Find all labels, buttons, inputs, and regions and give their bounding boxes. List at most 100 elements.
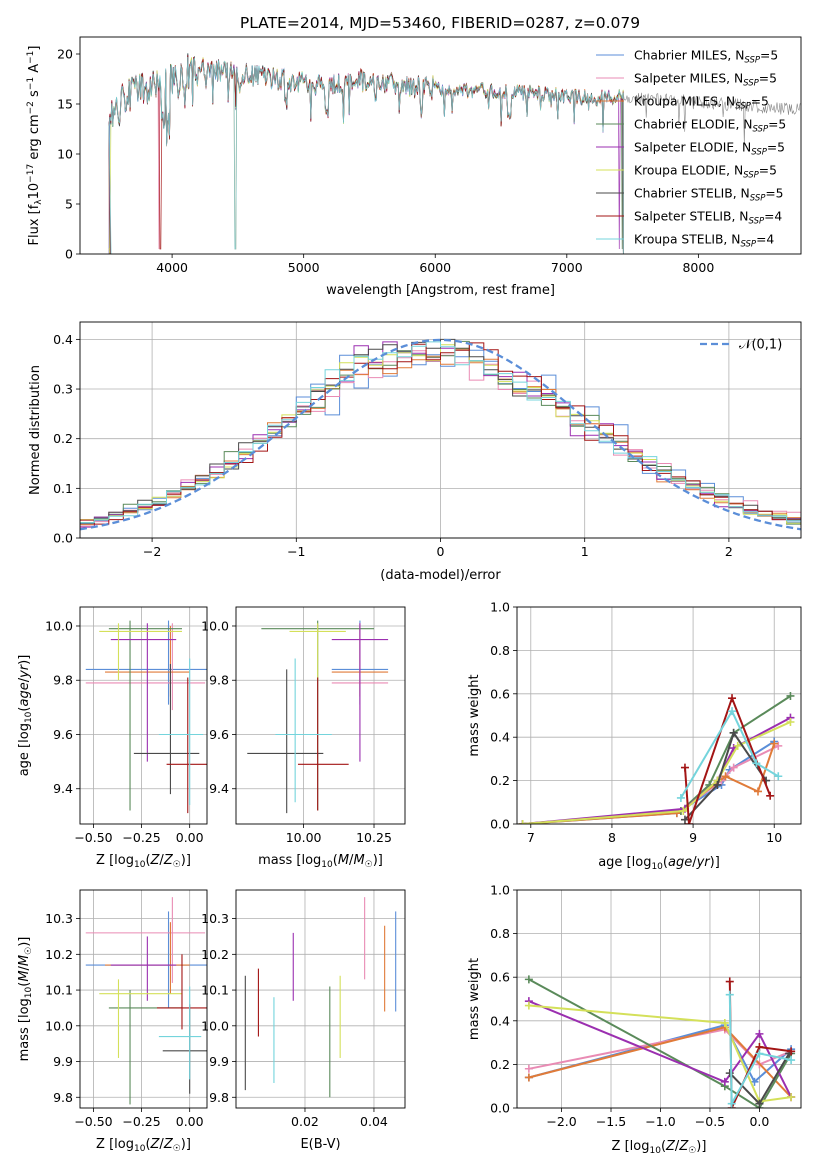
axes: −0.50 −0.25 0.00 9.8 9.9 10.0 10.1 10.2 10.3 (45, 889, 208, 1129)
weight-marker-salpeter-miles (524, 1064, 533, 1073)
x-axis-label: (data-model)/error (380, 568, 501, 583)
x-tick-label: −0.50 (74, 1114, 112, 1129)
weight-marker-kroupa-stelib (676, 793, 685, 802)
y-tick-label: 10.3 (45, 911, 73, 926)
model-line-chabrier-elodie (108, 53, 624, 254)
weight-marker-salpeter-stelib (680, 763, 689, 772)
legend-label-chabrier-elodie: Chabrier ELODIE, NSSP=5 (634, 118, 786, 135)
y-tick-label: 10.1 (201, 983, 229, 998)
y-tick-label: 10.0 (45, 1018, 73, 1033)
axes-frame (235, 606, 406, 825)
axes-frame (79, 606, 208, 825)
x-tick-label: 0.00 (176, 830, 204, 845)
x-tick-label: −0.5 (695, 1114, 725, 1129)
axes-frame (516, 889, 802, 1109)
weight-marker-salpeter-stelib (766, 791, 775, 800)
weight-line-kroupa-stelib (680, 709, 779, 799)
weight-marker-kroupa-elodie (786, 718, 795, 727)
x-tick-label: 8 (608, 830, 616, 845)
legend: 𝒩(0,1) (700, 338, 782, 353)
plot-area (518, 691, 795, 824)
x-tick-label: 1 (581, 544, 589, 559)
x-tick-label: 10 (766, 830, 782, 845)
x-tick-label: 9 (689, 830, 697, 845)
age-vs-mass-panel: 10.00 10.25 9.4 9.6 9.8 10.0 mass [log10(M/M☉)… (201, 606, 406, 870)
x-tick-label: −0.50 (74, 830, 112, 845)
x-tick-label: 7 (527, 830, 535, 845)
weight-marker-salpeter-stelib (685, 820, 694, 824)
y-tick-label: 1.0 (490, 600, 510, 615)
y-tick-label: 0 (65, 247, 73, 262)
y-tick-label: 1.0 (490, 883, 510, 898)
y-tick-label: 9.4 (53, 781, 73, 796)
x-tick-label: −1 (287, 544, 305, 559)
x-tick-label: 0.04 (360, 1114, 388, 1129)
legend: Chabrier MILES, NSSP=5 Salpeter MILES, NS… (596, 49, 786, 250)
y-tick-label: 9.9 (209, 1054, 229, 1069)
x-tick-label: 7000 (551, 260, 583, 275)
weight-line-kroupa-elodie (528, 1004, 792, 1103)
y-tick-label: 0.2 (53, 431, 73, 446)
x-axis-label: E(B-V) (300, 1137, 340, 1152)
weight-line-kroupa-stelib (728, 994, 792, 1108)
hist-step-kroupa-stelib (80, 341, 801, 527)
axes: 7 8 9 10 0.0 0.2 0.4 0.6 0.8 1.0 (490, 600, 802, 845)
weight-marker-salpeter-stelib (725, 977, 734, 986)
y-axis-label: Normed distribution (28, 365, 43, 495)
weight-marker-chabrier-stelib (725, 1069, 734, 1078)
weight-marker-kroupa-elodie (524, 1001, 533, 1010)
weight-marker-salpeter-elodie (755, 1029, 764, 1038)
model-line-chabrier-miles (108, 53, 624, 254)
y-tick-label: 10.0 (45, 618, 73, 633)
weight-marker-kroupa-stelib (752, 759, 761, 768)
legend-label-gaussian: 𝒩(0,1) (739, 338, 782, 353)
y-tick-label: 0.8 (490, 926, 510, 941)
y-axis-label: mass weight (467, 674, 482, 756)
weight-line-chabrier-miles (528, 1024, 792, 1084)
x-tick-label: 10.25 (356, 830, 392, 845)
x-tick-label: 8000 (682, 260, 714, 275)
x-axis-label: mass [log10(M/M☉)] (258, 853, 383, 870)
plot-area (524, 975, 796, 1108)
y-tick-label: 20 (57, 47, 73, 62)
y-tick-label: 0.3 (53, 382, 73, 397)
plot-area (80, 338, 801, 531)
y-tick-label: 5 (65, 197, 73, 212)
gaussian-reference-curve (80, 338, 801, 531)
weight-marker-salpeter-stelib (728, 694, 737, 703)
y-tick-label: 0.4 (53, 332, 73, 347)
y-tick-label: 9.8 (53, 1090, 73, 1105)
y-tick-label: 10 (57, 147, 73, 162)
weight-marker-kroupa-miles (770, 739, 779, 748)
y-tick-label: 0.6 (490, 970, 510, 985)
mass-weight-vs-metallicity-panel: −2.0 −1.5 −1.0 −0.5 0.0 0.0 0.2 0.4 0.6 0.8 1.0 Z [… (467, 883, 802, 1156)
spectrum-panel: 4000 5000 6000 7000 8000 0 5 10 15 20 wavelength [… (26, 36, 802, 298)
axes: 0.02 0.04 9.8 9.9 10.0 10.1 10.2 10.3 (201, 889, 406, 1129)
y-tick-label: 0.2 (490, 1057, 510, 1072)
weight-marker-chabrier-stelib (680, 815, 689, 824)
x-tick-label: 6000 (419, 260, 451, 275)
x-tick-label: 2 (725, 544, 733, 559)
age-vs-metallicity-panel: −0.50 −0.25 0.00 9.4 9.6 9.8 10.0 Z [log10(Z/Z☉… (17, 606, 208, 870)
y-axis-label: Flux [fλ10−17 erg cm−2 s−1 A−1] (26, 46, 44, 246)
y-tick-label: 0.8 (490, 643, 510, 658)
y-tick-label: 9.4 (209, 781, 229, 796)
legend-label-kroupa-miles: Kroupa MILES, NSSP=5 (634, 95, 769, 112)
weight-marker-salpeter-miles (729, 763, 738, 772)
weight-marker-kroupa-miles (721, 772, 730, 781)
y-tick-label: 0.6 (490, 686, 510, 701)
plot-area (108, 53, 801, 254)
plot-area (85, 897, 207, 1105)
y-tick-label: 10.2 (45, 947, 73, 962)
y-tick-label: 0.0 (490, 1101, 510, 1116)
weight-marker-kroupa-miles (753, 787, 762, 796)
y-axis-label: age [log10(age/yr)] (17, 655, 34, 777)
weight-marker-salpeter-elodie (720, 1077, 729, 1086)
y-tick-label: 10.3 (201, 911, 229, 926)
weight-marker-kroupa-elodie (679, 806, 688, 815)
y-tick-label: 0.0 (490, 817, 510, 832)
y-tick-label: 15 (57, 97, 73, 112)
x-tick-label: −1.0 (645, 1114, 675, 1129)
weight-marker-kroupa-stelib (728, 707, 737, 716)
x-tick-label: 10.00 (286, 830, 322, 845)
